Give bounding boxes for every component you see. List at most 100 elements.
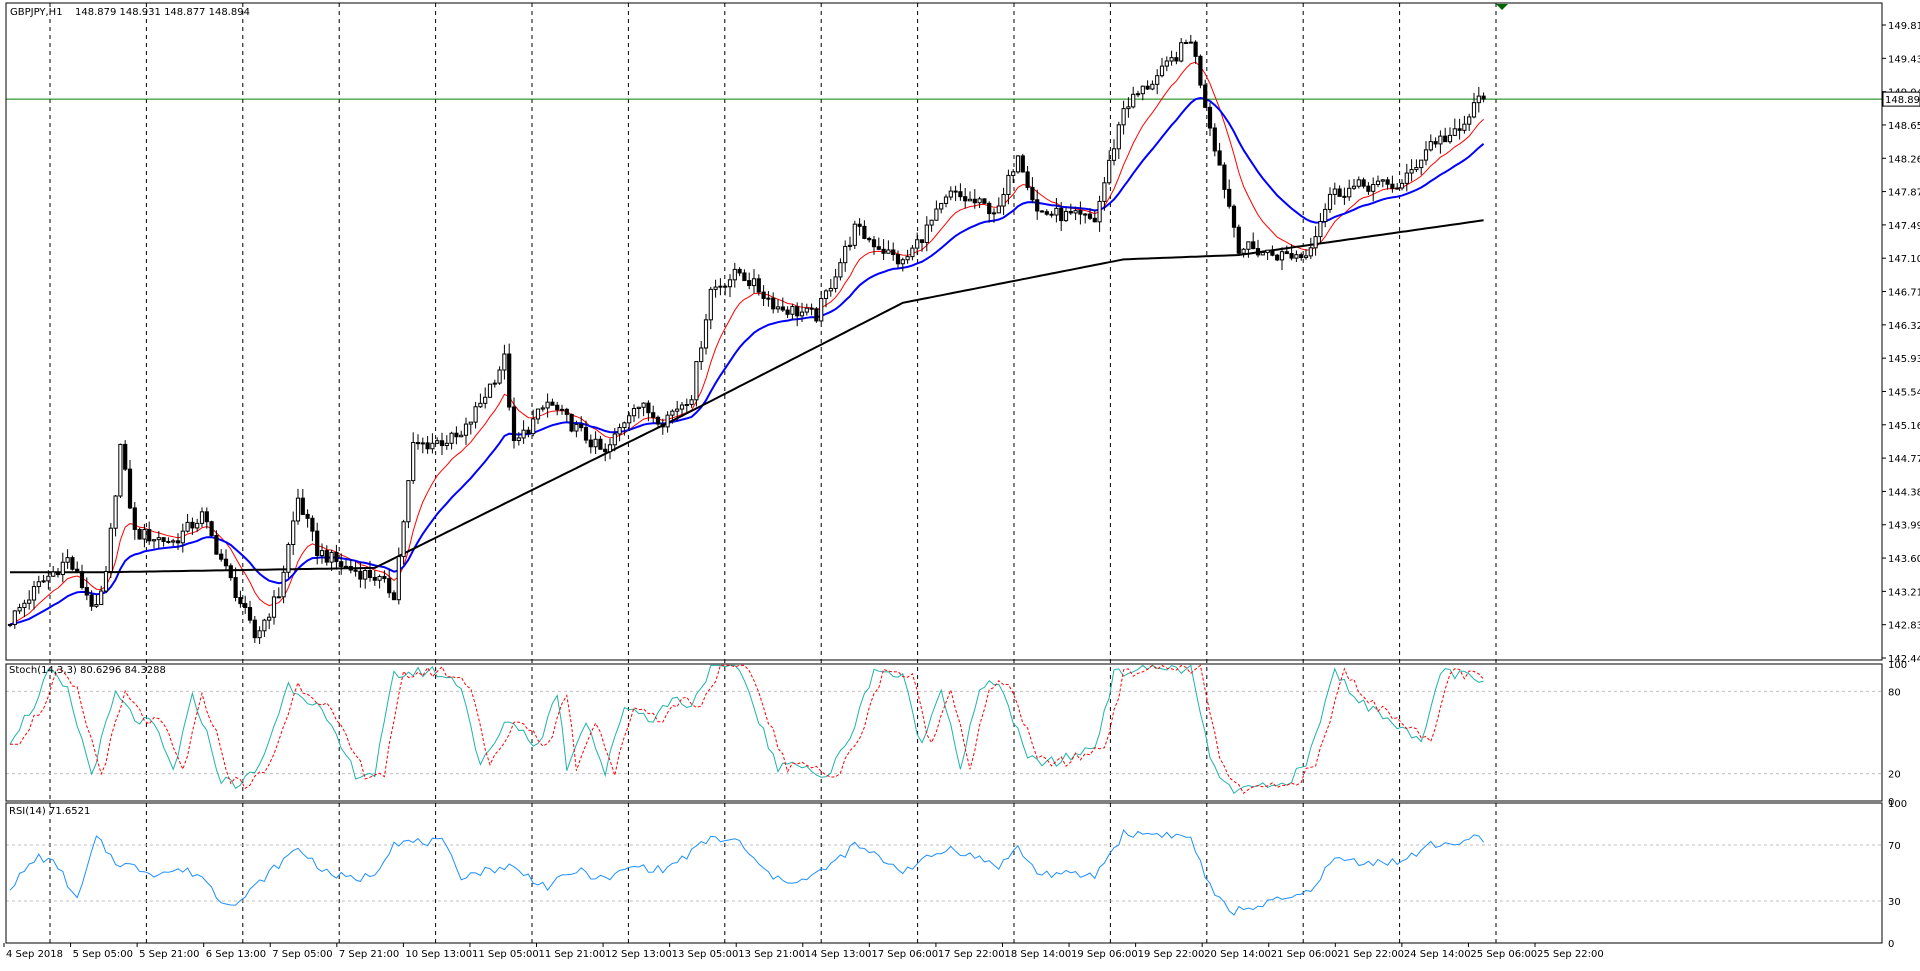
candle-body — [185, 521, 190, 532]
candle-body — [771, 297, 776, 310]
rsi-axis-label: 70 — [1888, 841, 1901, 852]
candle — [1404, 163, 1409, 192]
candle-body — [507, 353, 512, 408]
candle-body — [1275, 254, 1280, 261]
candle-body — [1419, 159, 1424, 169]
candle — [761, 285, 766, 307]
ma-red-line — [9, 61, 1484, 625]
candle-body — [569, 413, 574, 432]
candle — [310, 515, 315, 542]
candle — [75, 561, 80, 573]
candle — [103, 566, 109, 593]
candle-body — [1188, 41, 1193, 44]
candle-body — [46, 575, 51, 582]
candle — [655, 415, 661, 428]
candle-body — [353, 569, 358, 572]
candle-body — [94, 604, 99, 607]
candle — [1126, 97, 1131, 118]
candle — [228, 563, 233, 581]
candle — [406, 480, 411, 529]
candle-body — [526, 429, 531, 435]
candle — [727, 274, 733, 298]
candle-body — [564, 408, 569, 415]
candle — [89, 590, 94, 611]
candle-body — [1087, 213, 1093, 219]
candle — [627, 412, 632, 431]
candle — [271, 590, 277, 625]
candle — [1428, 134, 1433, 152]
candle — [881, 239, 886, 261]
shift-triangle-icon[interactable] — [1496, 4, 1508, 10]
rsi-line — [9, 829, 1484, 916]
candle — [737, 267, 742, 277]
candle-body — [1428, 141, 1433, 151]
candle-body — [156, 537, 161, 541]
candle-body — [1207, 106, 1213, 129]
candle — [809, 303, 814, 316]
candle — [497, 366, 502, 385]
candle-body — [1447, 134, 1453, 143]
candle — [483, 387, 488, 409]
candle-body — [655, 416, 661, 425]
candle — [718, 278, 723, 296]
candle — [1303, 249, 1309, 260]
candle — [463, 417, 469, 445]
candle — [833, 268, 838, 293]
candle — [814, 307, 819, 323]
candle-body — [867, 237, 872, 241]
candle — [1179, 38, 1184, 63]
candle-body — [780, 306, 785, 311]
candle — [751, 269, 757, 293]
candle — [1150, 80, 1155, 91]
candle-body — [473, 406, 478, 423]
candle-body — [670, 410, 675, 416]
candle — [478, 393, 483, 408]
candle — [1313, 226, 1318, 256]
candle-body — [1385, 179, 1390, 185]
candle-body — [1222, 164, 1227, 190]
candle-body — [257, 630, 262, 639]
candle-body — [718, 285, 723, 288]
candle-body — [103, 570, 109, 592]
candle — [1222, 162, 1227, 199]
candle-body — [1452, 128, 1457, 136]
candle-body — [790, 306, 795, 315]
price-tick-label: 144.770 — [1888, 454, 1920, 465]
candle — [22, 599, 27, 617]
time-axis-label: 11 Sep 21:00 — [539, 949, 606, 960]
candle-body — [1179, 42, 1184, 62]
candle-body — [963, 196, 968, 202]
price-tick-label: 146.320 — [1888, 321, 1920, 332]
candle-body — [852, 223, 857, 246]
candle — [1054, 197, 1059, 223]
candle-body — [324, 550, 329, 563]
candle — [118, 443, 123, 499]
candle-body — [118, 443, 123, 497]
current-price-text: 148.894 — [1885, 95, 1920, 106]
candle — [636, 406, 641, 419]
candle-body — [723, 285, 728, 288]
time-axis-label: 25 Sep 22:00 — [1537, 949, 1604, 960]
candle — [1284, 245, 1289, 255]
candle — [1097, 195, 1102, 232]
candle — [79, 564, 85, 590]
candle-body — [1399, 182, 1405, 189]
candle-body — [175, 540, 181, 544]
candle-body — [439, 440, 445, 447]
candle-body — [732, 268, 737, 281]
candle-body — [694, 361, 699, 401]
candle — [742, 269, 747, 282]
candle — [588, 434, 593, 454]
candle — [1380, 179, 1385, 188]
candle-body — [593, 438, 598, 448]
candle — [1236, 224, 1241, 255]
candle — [526, 426, 531, 438]
price-tick-label: 143.600 — [1888, 554, 1920, 565]
candle-body — [665, 414, 670, 428]
candle — [281, 565, 286, 604]
candle-body — [65, 557, 70, 563]
candle-body — [372, 576, 377, 581]
candle — [1289, 244, 1294, 261]
